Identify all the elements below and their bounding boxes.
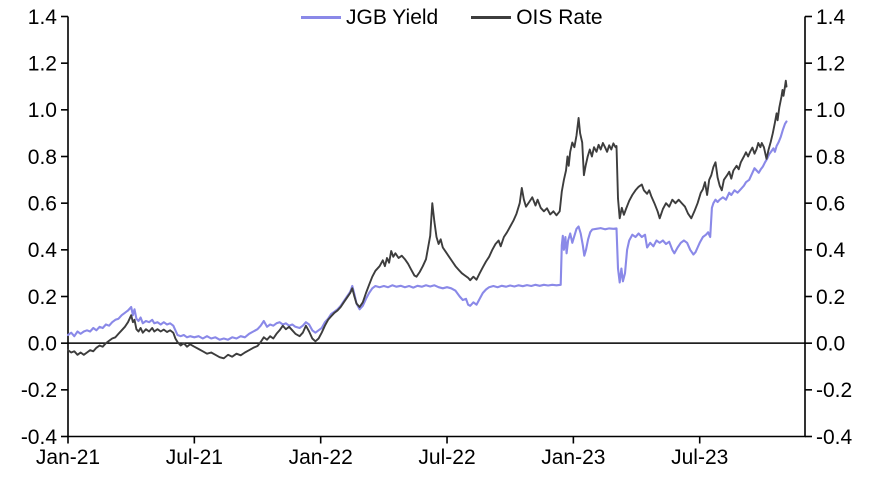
x-axis-tick-label: Jan-22: [289, 446, 353, 469]
legend-item-ois-rate: OIS Rate: [471, 6, 603, 29]
y-axis-tick-label-left: 0.6: [28, 193, 57, 216]
y-axis-tick-label-left: -0.2: [21, 379, 57, 402]
chart-legend: JGB Yield OIS Rate: [301, 6, 603, 29]
x-axis-tick-label: Jul-23: [671, 446, 728, 469]
y-axis-tick-label-left: 0.8: [28, 146, 57, 169]
series-line-ois-rate: [67, 79, 788, 360]
y-axis-tick-label-right: -0.4: [816, 426, 853, 449]
legend-label-jgb-yield: JGB Yield: [346, 6, 439, 29]
y-axis-tick-label-left: 1.4: [28, 6, 58, 29]
series-line-jgb-yield: [66, 120, 788, 341]
x-axis-tick-label: Jul-21: [166, 446, 223, 469]
x-axis-tick-label: Jul-22: [418, 446, 475, 469]
x-axis-tick-label: Jan-21: [36, 446, 100, 469]
y-axis-tick-label-left: 1.0: [28, 99, 57, 122]
y-axis-tick-label-right: 0.4: [816, 239, 846, 262]
y-axis-tick-label-right: -0.2: [816, 379, 852, 402]
y-axis-tick-label-right: 0.2: [816, 286, 845, 309]
ois-rate-line-swatch: [471, 16, 512, 19]
y-axis-tick-label-right: 1.2: [816, 53, 845, 76]
y-axis-tick-label-left: 0.0: [28, 333, 57, 356]
y-axis-tick-label-left: 0.2: [28, 286, 57, 309]
jgb-yield-line-swatch: [301, 16, 341, 19]
y-axis-tick-label-right: 0.0: [816, 333, 845, 356]
x-axis-tick-label: Jan-23: [541, 446, 605, 469]
y-axis-tick-label-right: 1.0: [816, 99, 845, 122]
y-axis-tick-label-right: 0.8: [816, 146, 845, 169]
y-axis-tick-label-right: 0.6: [816, 193, 845, 216]
y-axis-tick-label-left: 0.4: [28, 239, 58, 262]
legend-label-ois-rate: OIS Rate: [516, 6, 603, 29]
y-axis-tick-label-right: 1.4: [816, 6, 846, 29]
y-axis-tick-label-left: -0.4: [21, 426, 58, 449]
axis-frame: [67, 16, 806, 438]
legend-item-jgb-yield: JGB Yield: [301, 6, 438, 29]
y-axis-tick-label-left: 1.2: [28, 53, 57, 76]
